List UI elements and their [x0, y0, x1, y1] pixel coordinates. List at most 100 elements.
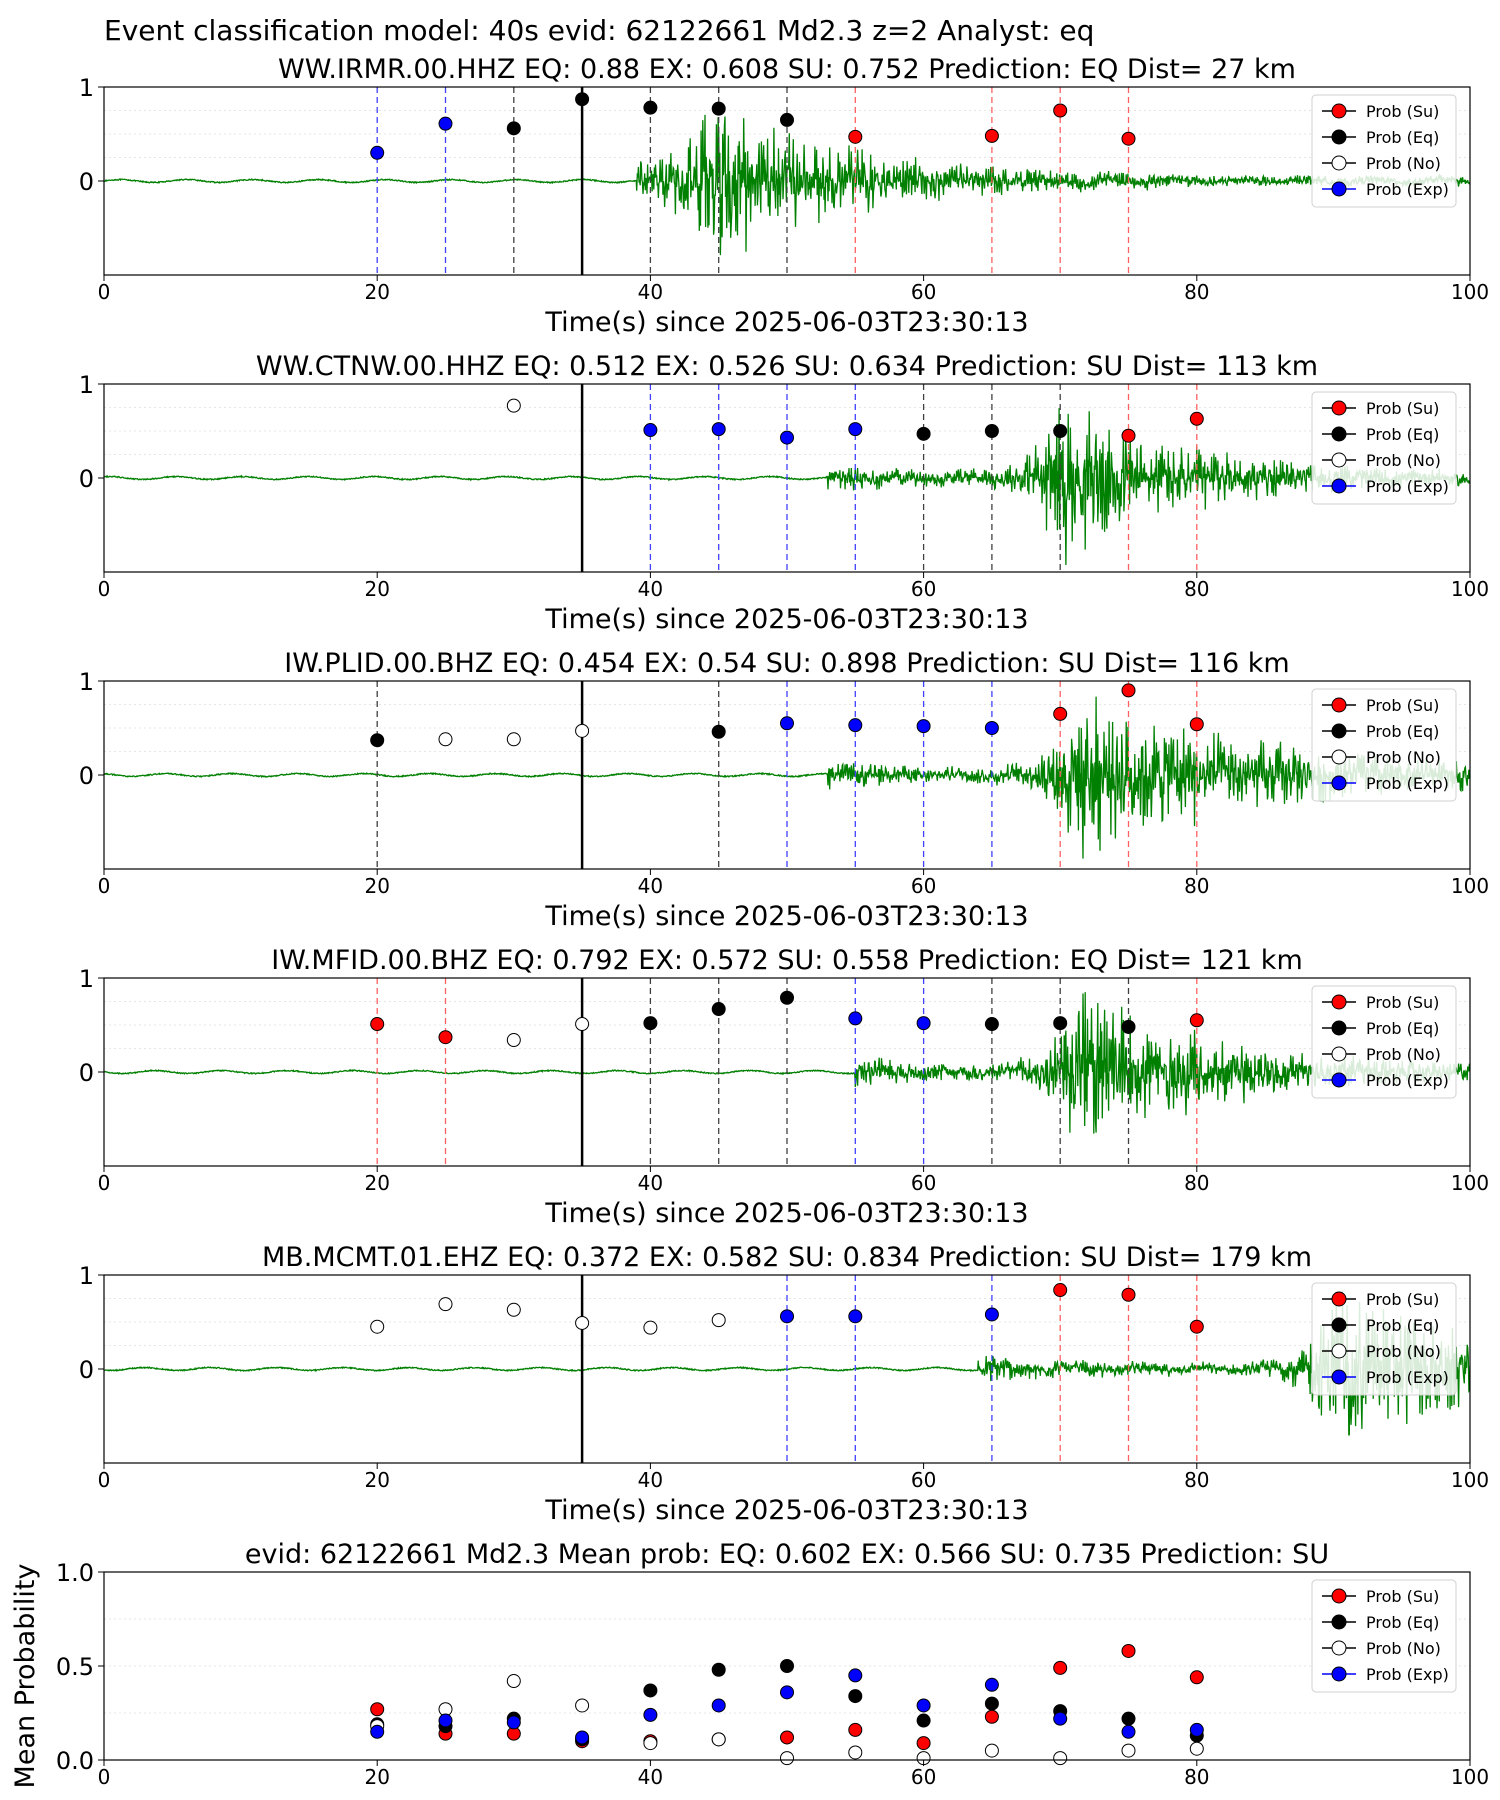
xtick-label: 60	[911, 874, 936, 898]
point-su	[1121, 428, 1136, 443]
mean-point-exp	[1189, 1722, 1204, 1737]
legend-marker-eq	[1331, 426, 1347, 442]
legend-marker-exp	[1331, 1072, 1347, 1088]
panel-4: 0 20 40 60 80 100 0 1 IW.MFID.00.BHZ EQ: 0.792 E…	[79, 945, 1489, 1229]
point-su	[1121, 683, 1136, 698]
point-eq	[1121, 1019, 1136, 1034]
x-axis-label: Time(s) since 2025-06-03T23:30:13	[544, 307, 1028, 338]
point-su	[984, 128, 999, 143]
mean-point-exp	[780, 1685, 794, 1700]
xtick-label: 20	[364, 874, 389, 898]
legend-label-exp: Prob (Exp)	[1366, 477, 1449, 496]
legend-label-su: Prob (Su)	[1366, 1290, 1439, 1309]
ytick-label: 0	[79, 1059, 94, 1087]
plot-area	[104, 681, 1470, 869]
mean-point-no	[984, 1743, 999, 1758]
xtick-label: 0	[98, 1171, 111, 1195]
xtick-label: 60	[911, 1171, 936, 1195]
mean-point-su	[1121, 1643, 1136, 1658]
legend-marker-su	[1331, 1588, 1347, 1604]
point-no	[438, 732, 453, 747]
point-eq	[984, 424, 999, 438]
mean-point-no	[848, 1745, 863, 1760]
legend-marker-exp	[1331, 181, 1347, 197]
xtick-label: 0	[98, 1468, 111, 1492]
mean-point-eq	[916, 1713, 931, 1728]
ytick-label: 1	[79, 1262, 94, 1290]
point-su	[1189, 717, 1204, 732]
mean-point-no	[1121, 1743, 1136, 1758]
legend-marker-su	[1331, 994, 1347, 1010]
waveform-trace	[104, 114, 1470, 256]
point-eq	[711, 1002, 726, 1017]
legend-marker-eq	[1331, 1317, 1347, 1333]
mean-point-no	[780, 1751, 794, 1766]
mean-point-su	[1053, 1660, 1068, 1675]
point-exp	[848, 1011, 863, 1026]
ytick-label: 0	[79, 465, 94, 493]
legend-box	[1311, 94, 1457, 208]
legend-marker-no	[1331, 749, 1347, 765]
legend-marker-su	[1331, 400, 1347, 416]
legend-label-exp: Prob (Exp)	[1366, 1368, 1449, 1387]
mean-point-exp	[1121, 1724, 1136, 1739]
mean-point-eq	[643, 1683, 658, 1698]
mean-point-no	[711, 1732, 726, 1747]
legend-marker-no	[1331, 1640, 1347, 1656]
panel-6: 0 20 40 60 80 100 0.0 0.5 1.0 evid: 62122661 Md2.…	[10, 1539, 1489, 1789]
mean-point-eq	[848, 1689, 863, 1704]
xtick-label: 40	[638, 280, 663, 304]
legend-label-eq: Prob (Eq)	[1366, 1019, 1439, 1038]
point-exp	[780, 1309, 794, 1324]
point-no	[506, 732, 521, 747]
mean-point-su	[370, 1702, 385, 1717]
point-eq	[370, 733, 385, 748]
ytick-label: 0.0	[56, 1747, 94, 1775]
point-eq	[711, 724, 726, 739]
xtick-label: 20	[364, 1468, 389, 1492]
panel-title: IW.MFID.00.BHZ EQ: 0.792 EX: 0.572 SU: 0…	[271, 945, 1303, 976]
xtick-label: 100	[1451, 280, 1489, 304]
xtick-label: 40	[638, 1171, 663, 1195]
mean-point-no	[1189, 1741, 1204, 1756]
legend: Prob (Su) Prob (Eq) Prob (No) Prob (Exp)	[1311, 1282, 1457, 1396]
xtick-label: 40	[638, 1468, 663, 1492]
mean-point-exp	[848, 1668, 863, 1683]
x-axis-label: Time(s) since 2025-06-03T23:30:13	[544, 1495, 1028, 1526]
panel-title: WW.IRMR.00.HHZ EQ: 0.88 EX: 0.608 SU: 0.…	[278, 54, 1296, 85]
xtick-label: 60	[911, 577, 936, 601]
xtick-label: 80	[1184, 1765, 1209, 1789]
ytick-label: 0	[79, 168, 94, 196]
xtick-label: 20	[364, 1765, 389, 1789]
legend: Prob (Su) Prob (Eq) Prob (No) Prob (Exp)	[1311, 985, 1457, 1099]
xtick-label: 0	[98, 577, 111, 601]
point-su	[370, 1017, 385, 1032]
xtick-label: 100	[1451, 577, 1489, 601]
mean-point-exp	[575, 1730, 590, 1745]
mean-point-exp	[370, 1724, 385, 1739]
xtick-label: 100	[1451, 1171, 1489, 1195]
xtick-label: 80	[1184, 1171, 1209, 1195]
xtick-label: 80	[1184, 1468, 1209, 1492]
point-su	[848, 129, 863, 144]
point-exp	[848, 422, 863, 437]
ytick-label: 0	[79, 1356, 94, 1384]
mean-point-no	[506, 1674, 521, 1689]
point-su	[1121, 1287, 1136, 1302]
legend-marker-exp	[1331, 1666, 1347, 1682]
mean-point-no	[643, 1736, 658, 1751]
ytick-label: 1.0	[56, 1559, 94, 1587]
ytick-label: 1	[79, 965, 94, 993]
figure-title: Event classification model: 40s evid: 62…	[104, 14, 1094, 47]
xtick-label: 60	[911, 280, 936, 304]
mean-point-eq	[984, 1696, 999, 1711]
ytick-label: 1	[79, 371, 94, 399]
mean-point-su	[1189, 1670, 1204, 1685]
xtick-label: 100	[1451, 874, 1489, 898]
legend-label-su: Prob (Su)	[1366, 102, 1439, 121]
mean-point-eq	[711, 1662, 726, 1677]
point-exp	[848, 1309, 863, 1324]
ytick-label: 0.5	[56, 1653, 94, 1681]
xtick-label: 40	[638, 874, 663, 898]
legend-marker-exp	[1331, 775, 1347, 791]
